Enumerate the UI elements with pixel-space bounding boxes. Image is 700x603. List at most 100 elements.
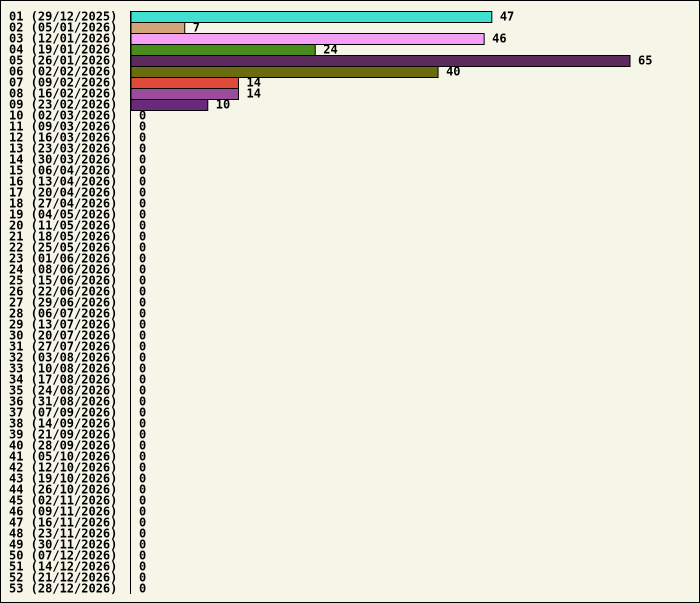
value-label: 0: [139, 428, 146, 442]
value-label: 0: [139, 351, 146, 365]
bar: [130, 55, 631, 67]
value-label: 0: [139, 417, 146, 431]
value-label: 0: [139, 153, 146, 167]
value-label: 0: [139, 505, 146, 519]
category-label: 49 (30/11/2026): [9, 538, 117, 552]
value-label: 0: [139, 241, 146, 255]
category-label: 11 (09/03/2026): [9, 120, 117, 134]
category-label: 37 (07/09/2026): [9, 406, 117, 420]
value-label: 0: [139, 186, 146, 200]
category-label: 32 (03/08/2026): [9, 351, 117, 365]
category-label: 45 (02/11/2026): [9, 494, 117, 508]
category-label: 23 (01/06/2026): [9, 252, 117, 266]
value-label: 24: [323, 43, 337, 57]
category-label: 53 (28/12/2026): [9, 582, 117, 596]
bar: [130, 66, 439, 78]
category-label: 33 (10/08/2026): [9, 362, 117, 376]
value-label: 0: [139, 549, 146, 563]
category-label: 36 (31/08/2026): [9, 395, 117, 409]
category-label: 31 (27/07/2026): [9, 340, 117, 354]
value-label: 0: [139, 230, 146, 244]
value-label: 0: [139, 109, 146, 123]
value-label: 40: [446, 65, 460, 79]
category-label: 01 (29/12/2025): [9, 10, 117, 24]
value-label: 0: [139, 208, 146, 222]
category-label: 19 (04/05/2026): [9, 208, 117, 222]
category-label: 25 (15/06/2026): [9, 274, 117, 288]
value-label: 0: [139, 560, 146, 574]
value-label: 0: [139, 461, 146, 475]
category-label: 30 (20/07/2026): [9, 329, 117, 343]
category-label: 41 (05/10/2026): [9, 450, 117, 464]
category-label: 35 (24/08/2026): [9, 384, 117, 398]
category-label: 15 (06/04/2026): [9, 164, 117, 178]
value-label: 0: [139, 274, 146, 288]
value-label: 0: [139, 131, 146, 145]
value-label: 0: [139, 142, 146, 156]
value-label: 0: [139, 340, 146, 354]
value-label: 46: [492, 32, 506, 46]
value-label: 0: [139, 296, 146, 310]
value-label: 65: [638, 54, 652, 68]
bar: [130, 77, 239, 89]
value-label: 0: [139, 197, 146, 211]
category-label: 34 (17/08/2026): [9, 373, 117, 387]
category-label: 52 (21/12/2026): [9, 571, 117, 585]
category-label: 22 (25/05/2026): [9, 241, 117, 255]
value-label: 0: [139, 483, 146, 497]
value-label: 0: [139, 472, 146, 486]
category-label: 14 (30/03/2026): [9, 153, 117, 167]
bar: [130, 11, 493, 23]
category-label: 09 (23/02/2026): [9, 98, 117, 112]
category-label: 40 (28/09/2026): [9, 439, 117, 453]
category-label: 08 (16/02/2026): [9, 87, 117, 101]
category-label: 38 (14/09/2026): [9, 417, 117, 431]
value-label: 7: [193, 21, 200, 35]
category-label: 50 (07/12/2026): [9, 549, 117, 563]
category-label: 51 (14/12/2026): [9, 560, 117, 574]
category-label: 21 (18/05/2026): [9, 230, 117, 244]
value-label: 0: [139, 307, 146, 321]
value-label: 0: [139, 406, 146, 420]
category-label: 48 (23/11/2026): [9, 527, 117, 541]
value-label: 0: [139, 285, 146, 299]
value-label: 0: [139, 120, 146, 134]
bar: [130, 22, 186, 34]
category-label: 42 (12/10/2026): [9, 461, 117, 475]
category-label: 44 (26/10/2026): [9, 483, 117, 497]
value-label: 0: [139, 263, 146, 277]
value-label: 0: [139, 516, 146, 530]
category-label: 10 (02/03/2026): [9, 109, 117, 123]
value-label: 0: [139, 450, 146, 464]
value-label: 0: [139, 571, 146, 585]
category-label: 06 (02/02/2026): [9, 65, 117, 79]
value-label: 10: [216, 98, 230, 112]
value-label: 0: [139, 318, 146, 332]
category-label: 29 (13/07/2026): [9, 318, 117, 332]
value-label: 0: [139, 395, 146, 409]
category-label: 07 (09/02/2026): [9, 76, 117, 90]
category-label: 43 (19/10/2026): [9, 472, 117, 486]
value-label: 0: [139, 527, 146, 541]
value-label: 14: [246, 76, 260, 90]
category-label: 03 (12/01/2026): [9, 32, 117, 46]
category-label: 39 (21/09/2026): [9, 428, 117, 442]
value-label: 0: [139, 175, 146, 189]
bar: [130, 99, 209, 111]
category-label: 46 (09/11/2026): [9, 505, 117, 519]
category-label: 13 (23/03/2026): [9, 142, 117, 156]
category-label: 26 (22/06/2026): [9, 285, 117, 299]
category-label: 18 (27/04/2026): [9, 197, 117, 211]
category-label: 20 (11/05/2026): [9, 219, 117, 233]
value-label: 0: [139, 362, 146, 376]
value-label: 0: [139, 373, 146, 387]
value-label: 0: [139, 582, 146, 596]
category-label: 28 (06/07/2026): [9, 307, 117, 321]
category-label: 24 (08/06/2026): [9, 263, 117, 277]
value-label: 0: [139, 329, 146, 343]
category-label: 17 (20/04/2026): [9, 186, 117, 200]
bar: [130, 33, 485, 45]
category-label: 02 (05/01/2026): [9, 21, 117, 35]
